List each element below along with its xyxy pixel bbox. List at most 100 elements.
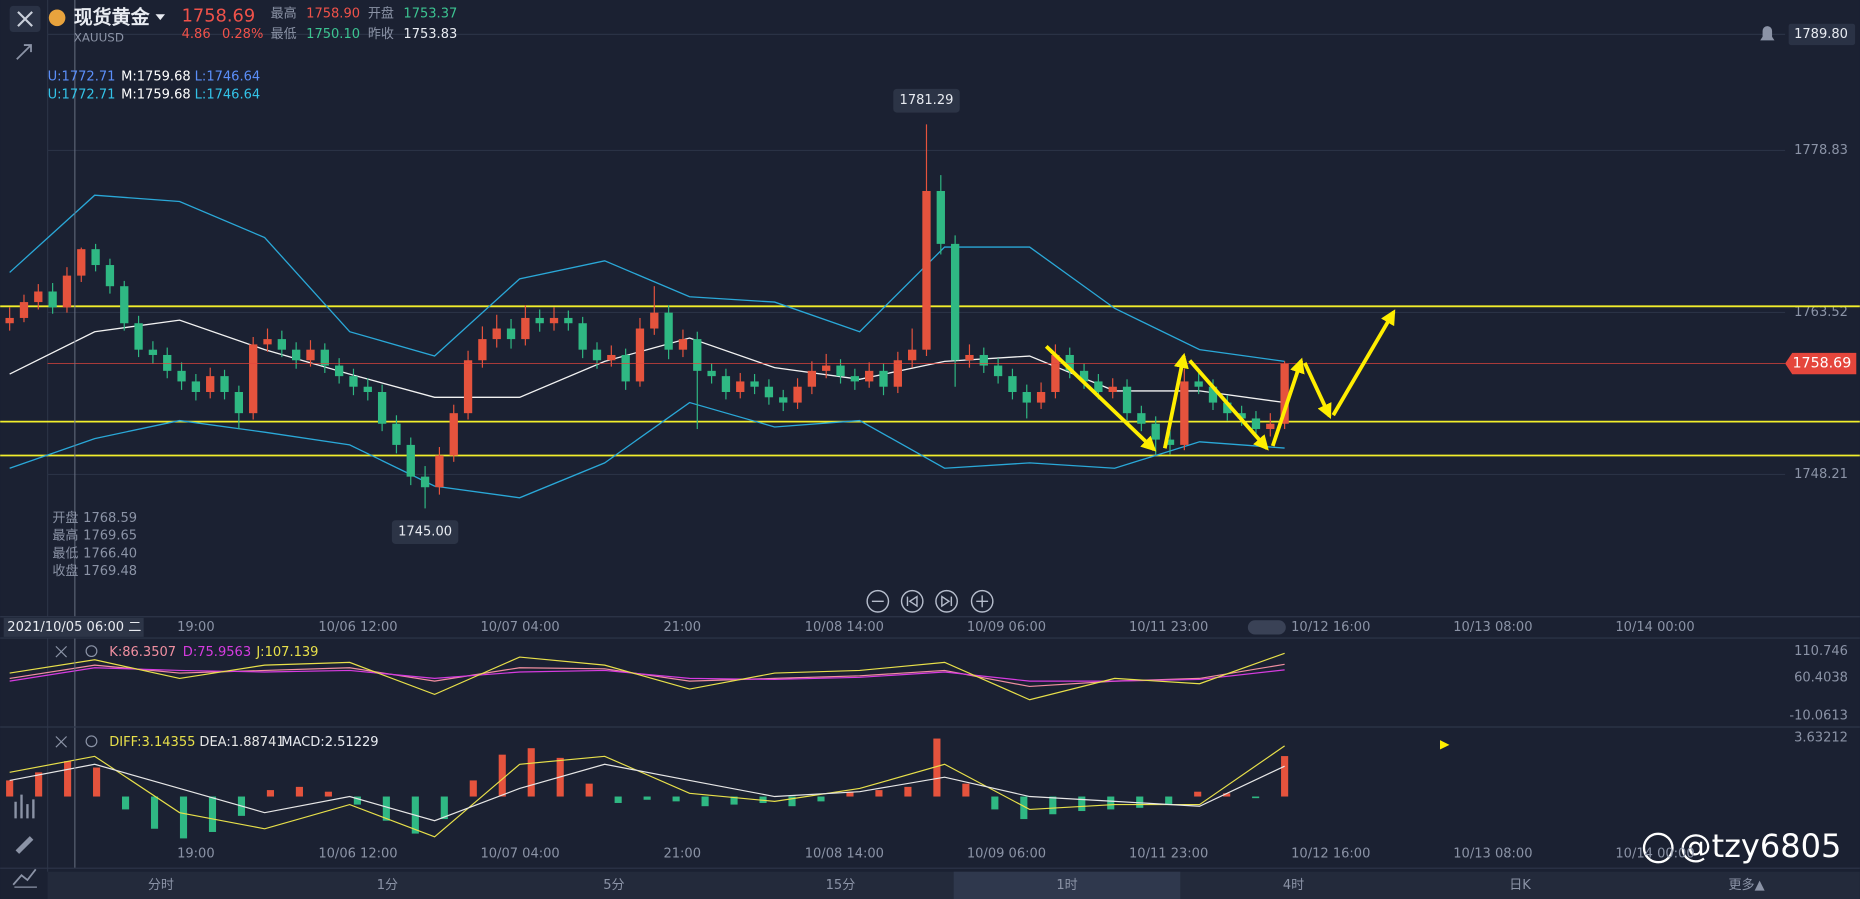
icon bbox=[976, 595, 989, 608]
settings-kdj[interactable] bbox=[85, 645, 98, 658]
change: 4.86 bbox=[182, 27, 211, 42]
candle-body bbox=[1165, 439, 1175, 445]
hover-label: 开盘 bbox=[52, 510, 78, 526]
macd-bar bbox=[1223, 793, 1231, 797]
candle-body bbox=[1065, 354, 1074, 371]
trend-icon[interactable] bbox=[12, 868, 37, 886]
time-label: 10/11 23:00 bbox=[1129, 846, 1208, 861]
candle-body bbox=[449, 413, 458, 456]
candle-body bbox=[993, 365, 1003, 377]
candle-body bbox=[1008, 376, 1017, 393]
macd-bar bbox=[440, 796, 448, 820]
macd-bar bbox=[672, 796, 680, 802]
zoom-in[interactable] bbox=[970, 589, 994, 613]
macd-bar bbox=[933, 738, 941, 797]
header: 现货黄金 1758.69 XAUUSD 4.86 0.28% 最高 1758.9… bbox=[48, 5, 1775, 44]
left-toolbar bbox=[9, 5, 41, 888]
tab[interactable]: 分时 bbox=[148, 878, 174, 893]
legend: D:75.9563 bbox=[183, 645, 251, 660]
time-axis-strip bbox=[0, 616, 1860, 639]
y-tick-label: 110.746 bbox=[1794, 644, 1848, 659]
to-start[interactable] bbox=[900, 589, 924, 613]
macd-bar bbox=[353, 796, 361, 805]
macd-bar bbox=[962, 783, 970, 797]
candle-body bbox=[77, 249, 86, 276]
hover-label: 收盘 bbox=[52, 563, 78, 579]
macd-bar bbox=[585, 783, 593, 797]
instrument-name[interactable]: 现货黄金 bbox=[74, 5, 151, 28]
last-price-box bbox=[1785, 352, 1857, 375]
macd-bar bbox=[295, 786, 303, 797]
watermark-text: @tzy6805 bbox=[1680, 827, 1842, 865]
indicator-icon[interactable] bbox=[14, 794, 35, 819]
boll-legend: L:1746.64 bbox=[195, 70, 261, 85]
dropdown[interactable] bbox=[155, 14, 166, 21]
draw-icon[interactable] bbox=[15, 836, 34, 854]
low-label: 1745.00 bbox=[398, 525, 452, 540]
time-label: 10/14 00:00 bbox=[1615, 620, 1694, 635]
macd-bar bbox=[817, 796, 825, 802]
macd-bar bbox=[730, 796, 738, 805]
tab[interactable]: 1分 bbox=[377, 878, 398, 893]
candle-body bbox=[592, 349, 602, 361]
candle-body bbox=[807, 370, 817, 387]
zoom-out[interactable] bbox=[866, 589, 890, 613]
candle-body bbox=[191, 381, 201, 393]
tab[interactable]: 5分 bbox=[603, 878, 624, 893]
time-label: 10/08 14:00 bbox=[805, 620, 884, 635]
macd-line bbox=[9, 763, 1285, 822]
time-label: 21:00 bbox=[663, 846, 701, 861]
y-tick-label: 1778.83 bbox=[1794, 143, 1848, 158]
hover-value: 1766.40 bbox=[83, 546, 137, 561]
tab[interactable]: 4时 bbox=[1283, 878, 1304, 893]
close-kdj[interactable] bbox=[55, 645, 67, 658]
watermark-logo bbox=[1642, 832, 1674, 864]
macd-bar bbox=[1281, 756, 1289, 797]
tab[interactable]: 15分 bbox=[826, 878, 856, 893]
macd-bar bbox=[991, 796, 999, 810]
candle-body bbox=[363, 386, 372, 393]
to-end[interactable] bbox=[935, 589, 958, 613]
tab[interactable]: 更多▲ bbox=[1729, 877, 1765, 893]
candle-body bbox=[893, 360, 902, 387]
candle-body bbox=[163, 354, 172, 371]
label-box bbox=[893, 88, 960, 113]
price-box bbox=[1788, 23, 1856, 46]
boll-legend: M:1759.68 bbox=[121, 87, 191, 102]
macd-bar bbox=[1194, 791, 1202, 797]
candle-body bbox=[879, 370, 888, 387]
macd-bar bbox=[35, 772, 43, 797]
macd-bar bbox=[1020, 796, 1028, 820]
low-label: 最低 bbox=[271, 27, 297, 42]
expand-icon[interactable] bbox=[16, 44, 32, 60]
macd-bar bbox=[6, 780, 14, 797]
macd-bar bbox=[150, 796, 159, 829]
crosshair-time-box bbox=[3, 617, 144, 637]
candle-body bbox=[478, 339, 487, 361]
macd-bar bbox=[875, 790, 883, 797]
tab[interactable]: 日K bbox=[1509, 878, 1531, 893]
close-macd[interactable] bbox=[55, 736, 67, 748]
macd-bar bbox=[208, 796, 217, 832]
candle-body bbox=[62, 275, 72, 308]
macd-bar bbox=[904, 786, 912, 797]
candle-body bbox=[220, 376, 229, 393]
candle-body bbox=[693, 339, 702, 371]
prev-label: 昨收 bbox=[368, 27, 394, 42]
candle-body bbox=[549, 317, 559, 324]
candle-body bbox=[91, 249, 100, 266]
macd-bar bbox=[469, 780, 477, 797]
macd-bar bbox=[1049, 796, 1057, 815]
hover-label: 最高 bbox=[52, 528, 78, 544]
toggle[interactable] bbox=[1247, 620, 1286, 635]
candle-body bbox=[1251, 418, 1261, 430]
settings-macd[interactable] bbox=[85, 735, 98, 748]
candle-body bbox=[1266, 423, 1275, 430]
macd-bar bbox=[1252, 796, 1260, 799]
tab[interactable]: 1时 bbox=[1056, 878, 1077, 893]
coin-icon bbox=[48, 9, 66, 27]
bell[interactable] bbox=[1760, 26, 1775, 41]
candle-body bbox=[564, 317, 573, 324]
time-label: 10/13 08:00 bbox=[1453, 846, 1532, 861]
